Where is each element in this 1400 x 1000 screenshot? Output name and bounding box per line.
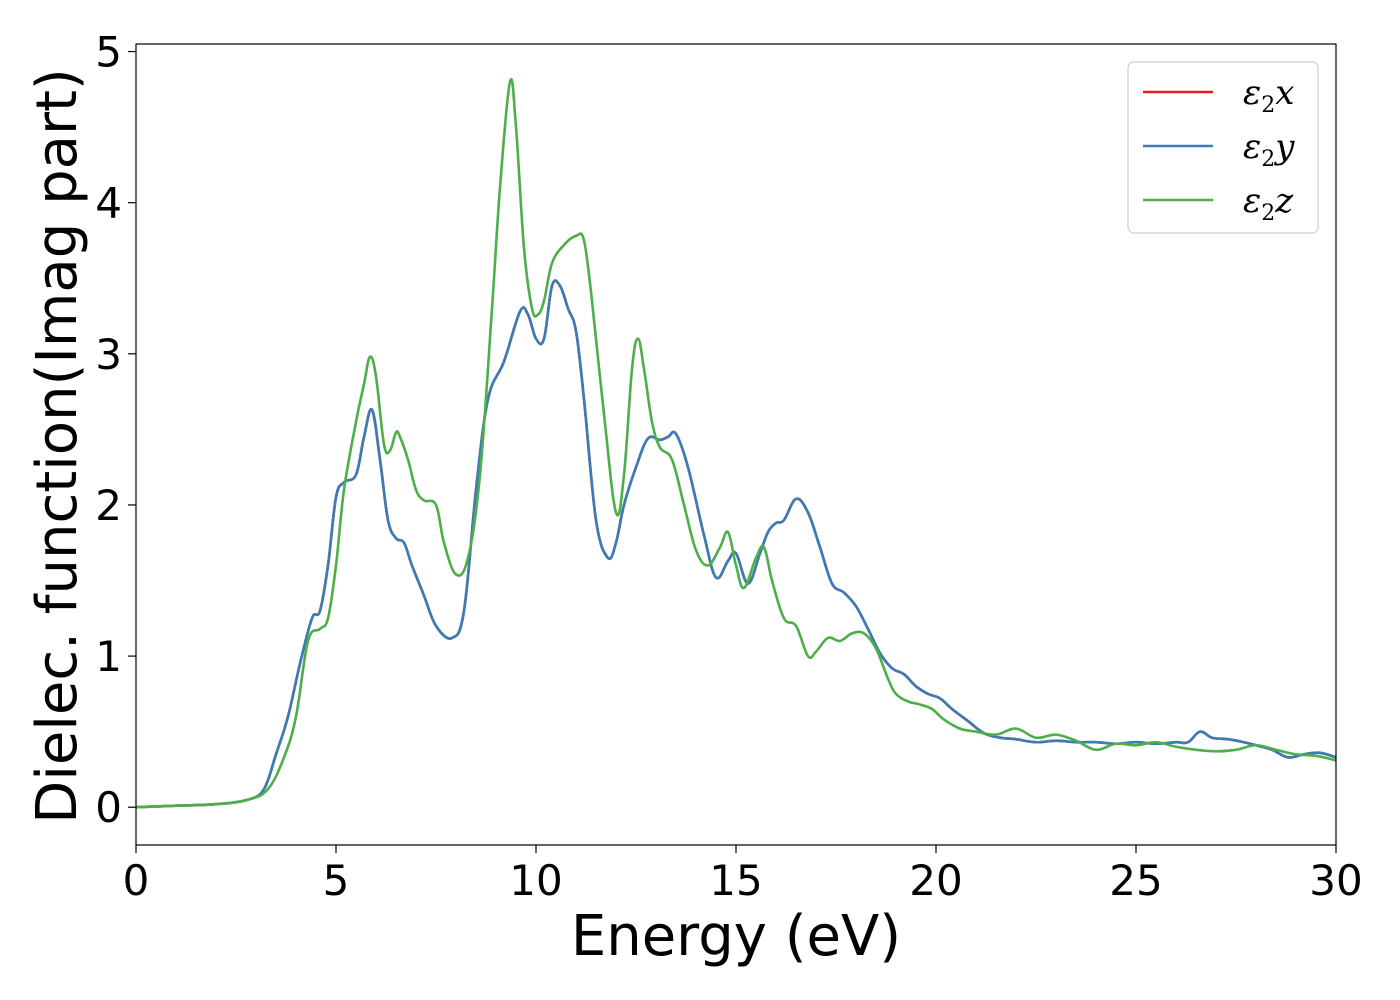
x-axis: 0 5 10 15 20 25 30 [123, 845, 1363, 905]
legend-label-y: ε2y [1243, 127, 1295, 172]
y-tick-label: 0 [95, 783, 122, 832]
y-tick-label: 2 [95, 481, 122, 530]
legend-label-x: ε2x [1243, 73, 1294, 118]
x-tick-label: 10 [509, 856, 562, 905]
x-tick-label: 15 [709, 856, 762, 905]
x-tick-label: 20 [909, 856, 962, 905]
legend-label-z: ε2z [1243, 181, 1294, 226]
series-line-x [136, 279, 1336, 809]
y-tick-label: 4 [95, 179, 122, 228]
y-axis: 0 1 2 3 4 5 [95, 28, 136, 832]
series-layer [136, 78, 1336, 809]
y-tick-label: 5 [95, 28, 122, 77]
x-tick-label: 25 [1109, 856, 1162, 905]
x-tick-label: 30 [1309, 856, 1362, 905]
series-line-y [136, 279, 1336, 809]
series-line-z [136, 78, 1336, 809]
x-axis-title: Energy (eV) [571, 904, 901, 969]
x-tick-label: 0 [123, 856, 150, 905]
x-tick-label: 5 [323, 856, 350, 905]
y-tick-label: 1 [95, 632, 122, 681]
legend-box [1127, 61, 1319, 234]
y-tick-label: 3 [95, 330, 122, 379]
y-axis-title: Dielec. function(Imag part) [25, 68, 90, 824]
legend: ε2x ε2y ε2z [1127, 61, 1319, 234]
